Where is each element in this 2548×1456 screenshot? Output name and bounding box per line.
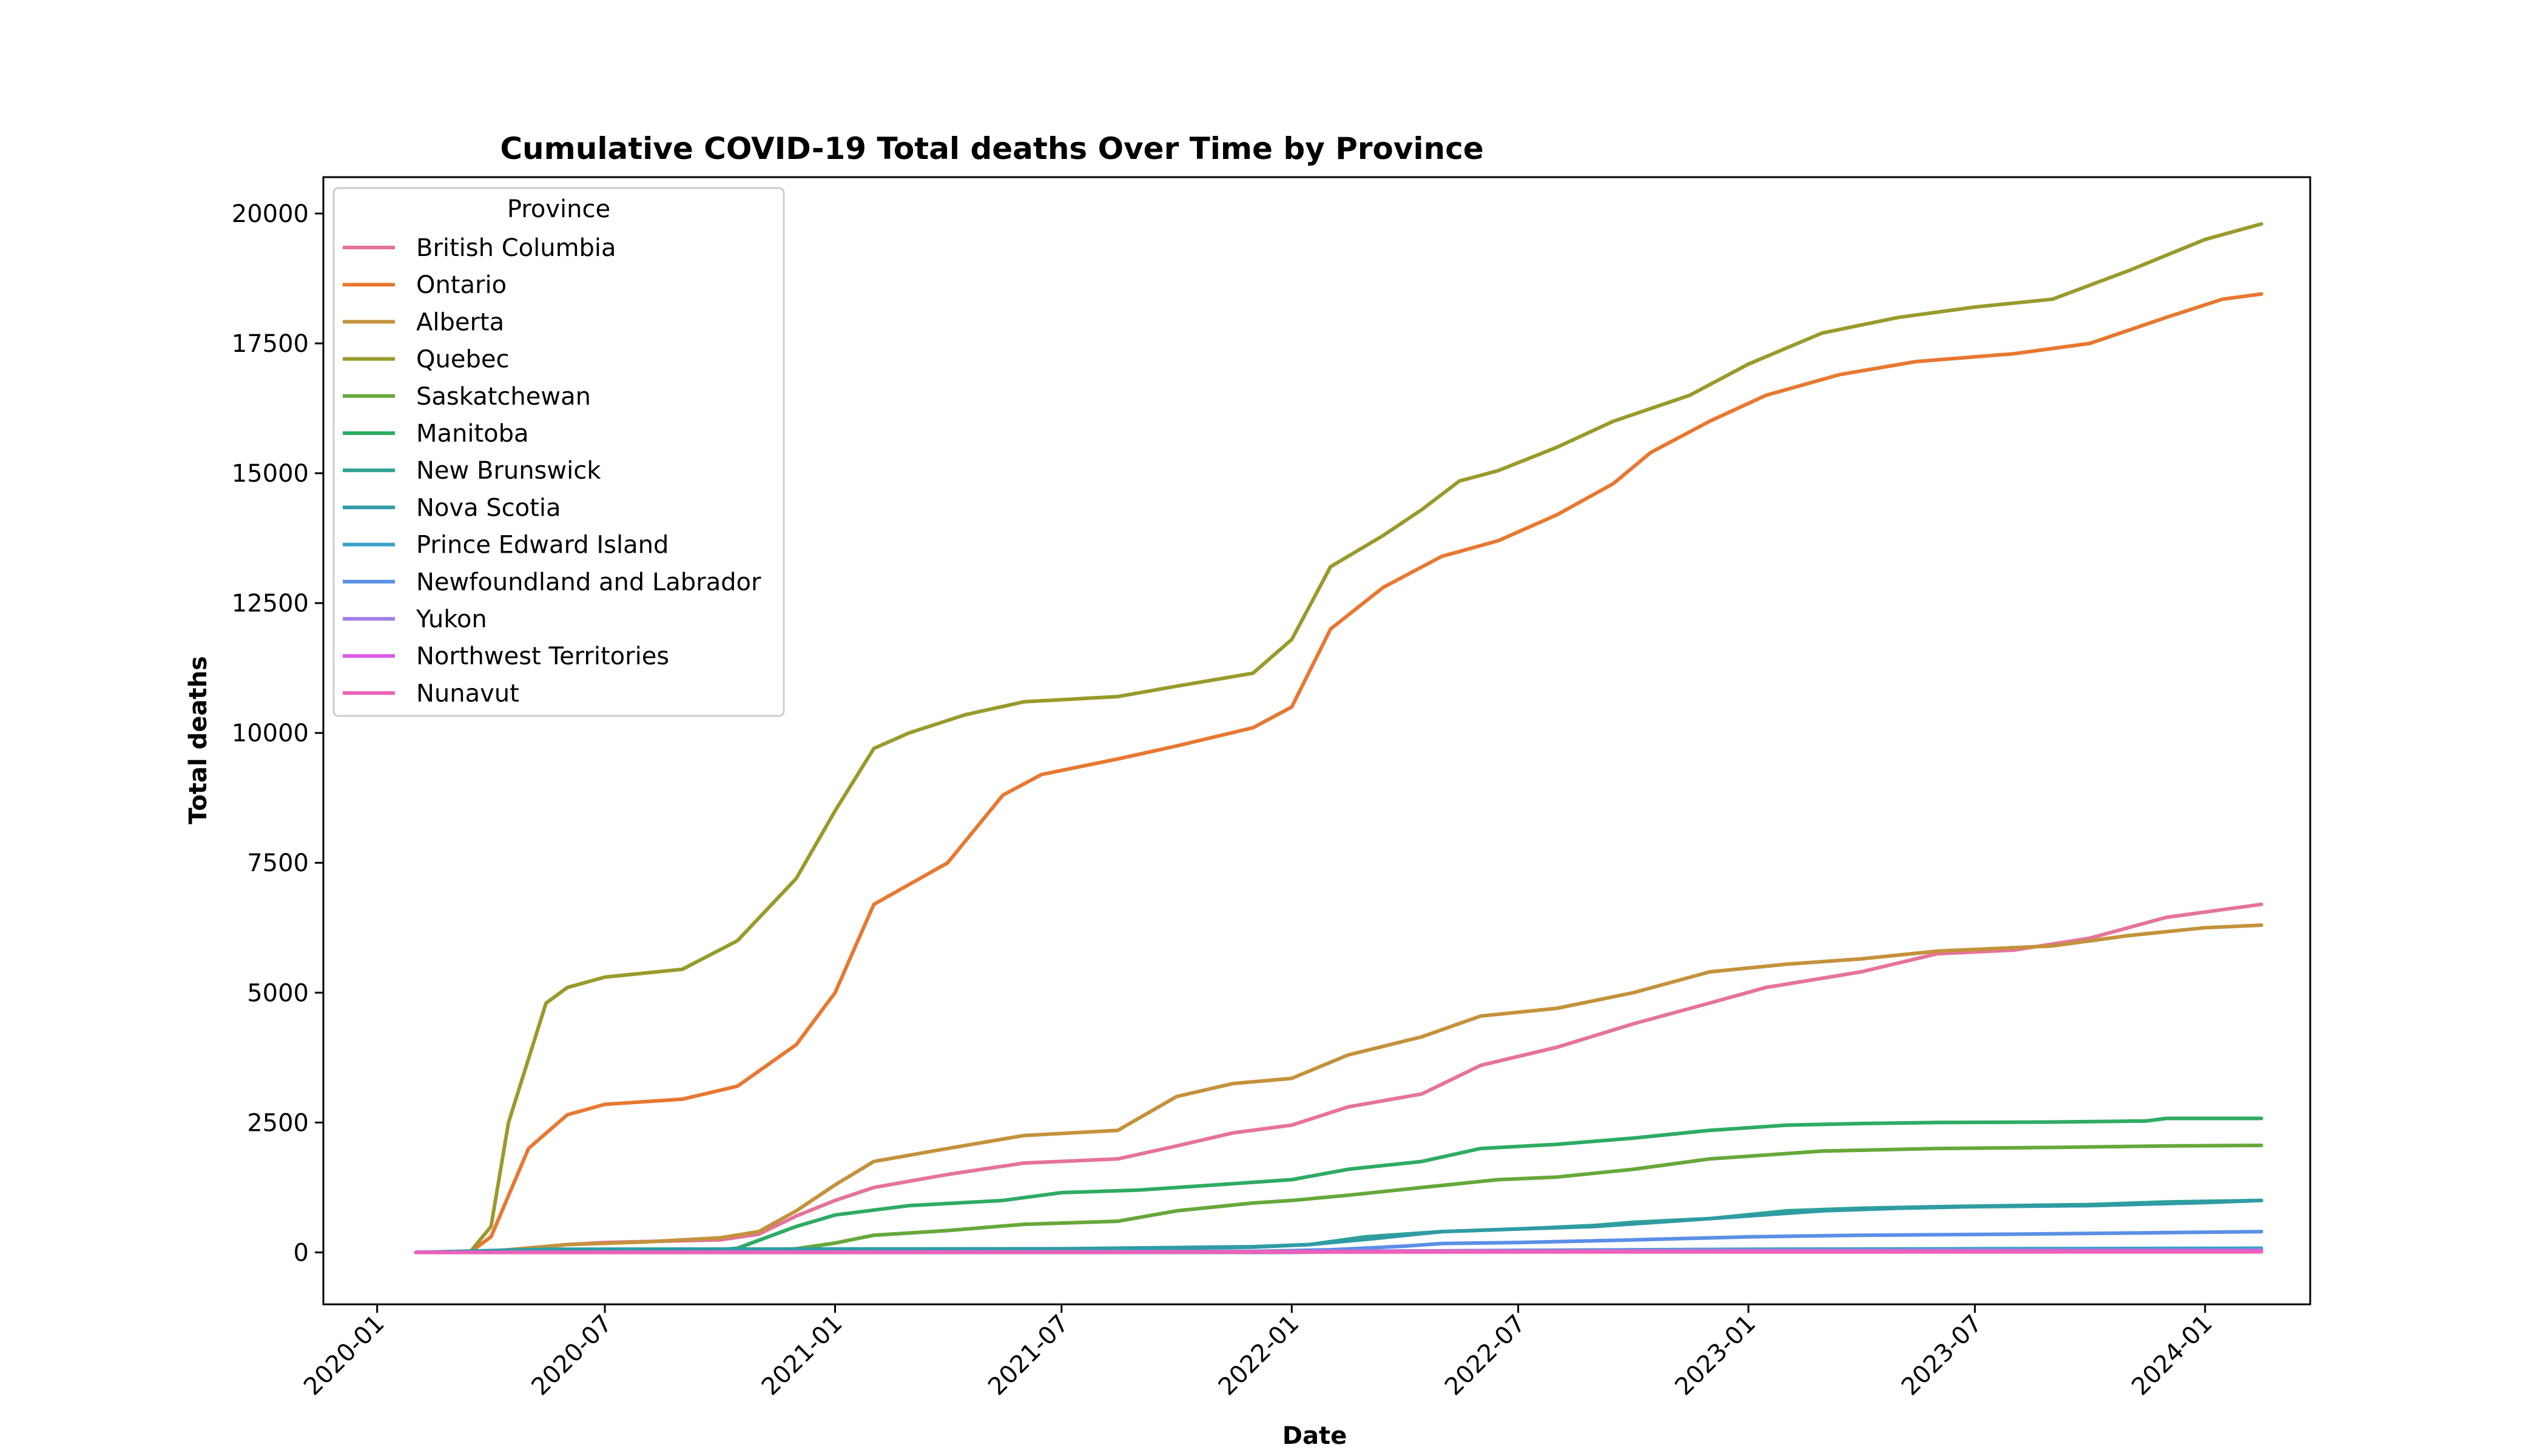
y-tick-label: 17500: [232, 330, 309, 358]
y-axis: 0 2500 5000 7500 10000 12500 15000 17500 20000: [232, 200, 323, 1267]
legend-label: Nova Scotia: [416, 494, 561, 522]
y-tick-label: 20000: [232, 200, 309, 228]
plot-frame: [322, 176, 2311, 1306]
y-axis-title: Total deaths: [184, 656, 212, 824]
series-line-5: [414, 1116, 2263, 1255]
legend-label: Alberta: [416, 308, 504, 336]
legend-label: Ontario: [416, 271, 507, 299]
x-axis-title: Date: [1282, 1422, 1347, 1450]
y-tick-label: 0: [294, 1239, 309, 1267]
y-tick-label: 7500: [247, 849, 309, 877]
plot-lines: [414, 222, 2263, 1255]
legend-items: British Columbia Ontario Alberta Quebec Sask…: [343, 234, 761, 707]
y-tick-label: 5000: [247, 979, 309, 1007]
legend-box: [332, 187, 785, 717]
legend-label: Yukon: [416, 605, 487, 633]
legend-title: Province: [507, 195, 610, 223]
legend-label: Saskatchewan: [416, 383, 591, 411]
legend-label: British Columbia: [416, 234, 616, 262]
series-line-2: [414, 923, 2263, 1255]
legend-label: Prince Edward Island: [416, 531, 669, 559]
y-tick-label: 2500: [247, 1109, 309, 1137]
y-tick-label: 15000: [232, 460, 309, 488]
series-line-3: [414, 222, 2263, 1255]
series-line-1: [414, 292, 2263, 1255]
legend-label: Newfoundland and Labrador: [416, 568, 761, 596]
series-line-4: [414, 1144, 2263, 1255]
legend-label: Nunavut: [416, 679, 519, 707]
legend-label: Northwest Territories: [416, 642, 669, 670]
legend-label: New Brunswick: [416, 457, 601, 485]
legend-label: Quebec: [416, 346, 509, 374]
series-line-12: [414, 1250, 2263, 1255]
legend: Province British Columbia Ontario Alberta Q…: [332, 187, 785, 717]
y-tick-label: 10000: [232, 720, 309, 747]
legend-label: Manitoba: [416, 420, 529, 448]
chart-title: Cumulative COVID-19 Total deaths Over Ti…: [500, 131, 1483, 166]
series-line-7: [414, 1198, 2263, 1255]
y-tick-label: 12500: [232, 590, 309, 618]
